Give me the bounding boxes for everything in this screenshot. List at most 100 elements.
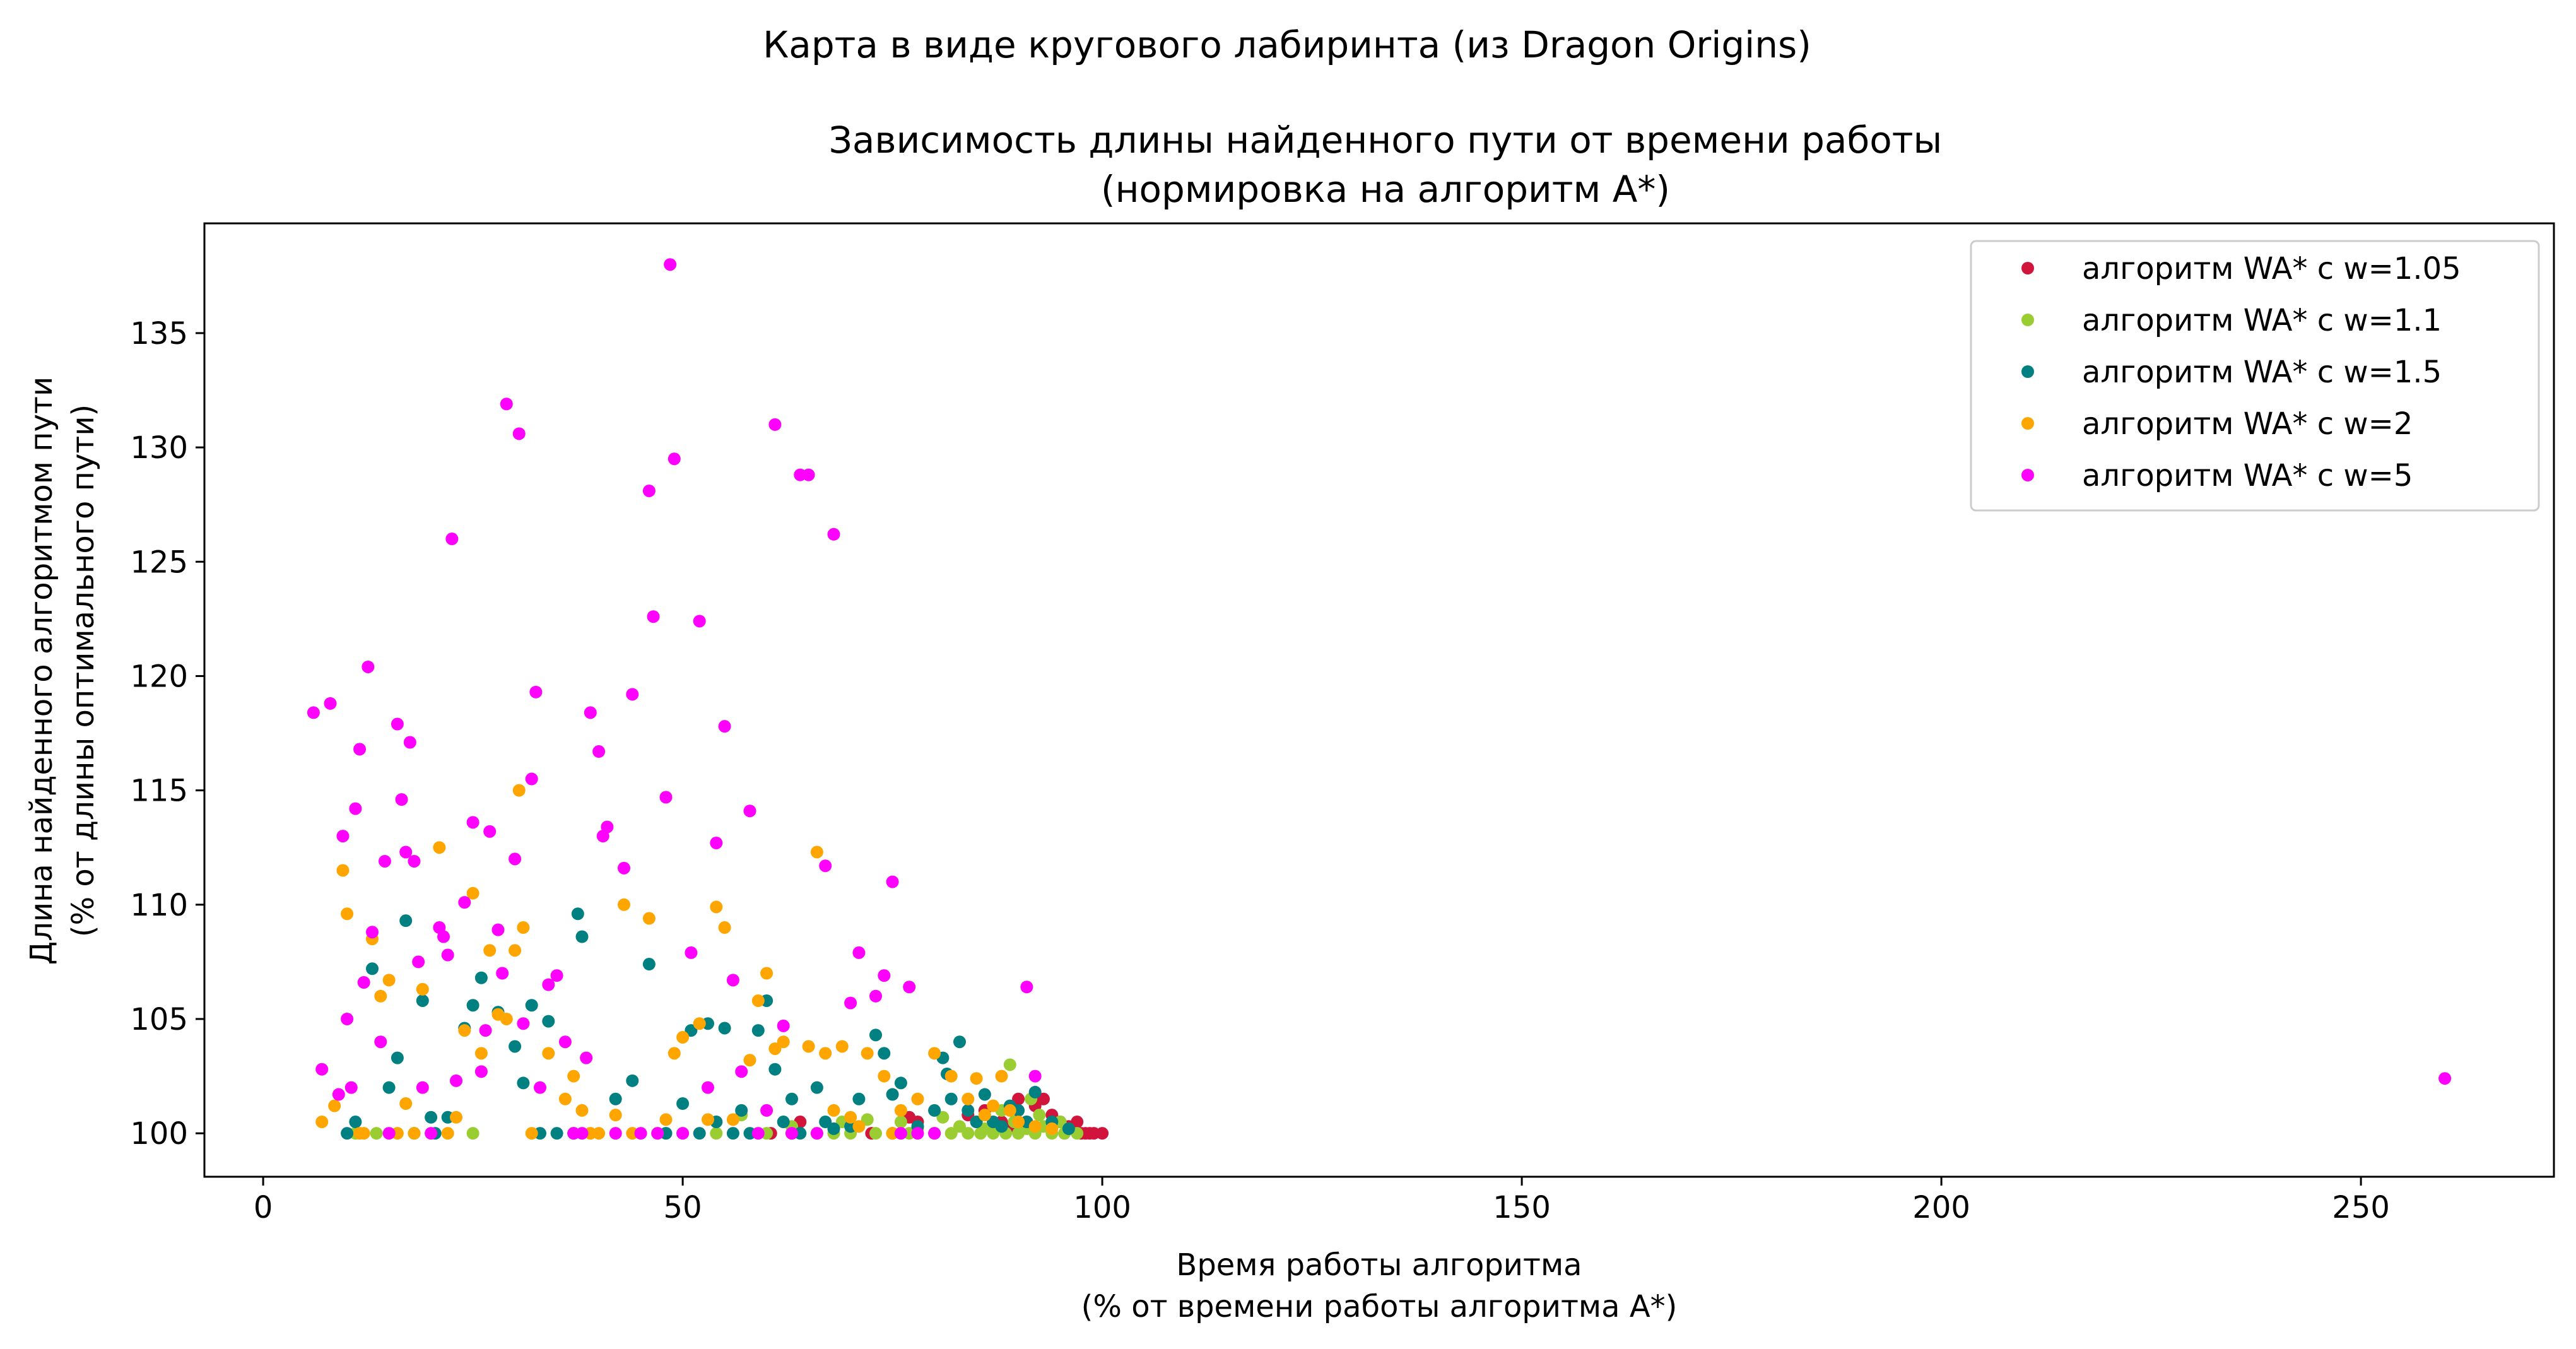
data-point [936, 1110, 950, 1124]
data-point [819, 1116, 832, 1129]
data-point [584, 706, 597, 719]
data-point [978, 1088, 991, 1101]
legend-label: алгоритм WA* с w=5 [2082, 458, 2413, 493]
data-point [1003, 1104, 1016, 1117]
data-point [659, 1113, 673, 1126]
data-point [609, 1127, 622, 1140]
data-point [395, 793, 408, 806]
data-point [1071, 1116, 1084, 1129]
y-tick-label: 120 [130, 659, 188, 694]
data-point [517, 921, 530, 934]
data-point [458, 1024, 471, 1037]
data-point [466, 887, 479, 900]
data-point [512, 784, 526, 797]
data-point [315, 1116, 329, 1129]
data-point [324, 697, 337, 710]
data-point [366, 926, 379, 939]
data-point [693, 615, 706, 628]
data-point [399, 914, 413, 928]
y-axis-label-line1: Длина найденного алгоритмом пути [24, 377, 59, 965]
data-point [634, 1127, 647, 1140]
data-point [374, 1035, 387, 1049]
data-point [835, 1040, 849, 1053]
data-point [517, 1017, 530, 1030]
legend-marker [2021, 262, 2034, 274]
y-tick-label: 135 [130, 316, 188, 351]
data-point [1012, 1116, 1025, 1129]
data-point [751, 1127, 765, 1140]
data-point [819, 859, 832, 873]
y-tick-label: 125 [130, 545, 188, 580]
data-point [391, 717, 404, 731]
data-point [878, 1069, 891, 1083]
data-point [819, 1047, 832, 1060]
data-point [1028, 1120, 1042, 1133]
data-point [450, 1074, 462, 1087]
data-point [743, 1054, 756, 1067]
data-point [894, 1104, 907, 1117]
data-point [760, 967, 773, 980]
data-point [399, 1097, 413, 1110]
data-point [474, 971, 488, 984]
data-point [382, 974, 396, 987]
data-point [777, 1116, 790, 1129]
data-point [525, 999, 538, 1012]
data-point [718, 1022, 731, 1035]
legend-box [1970, 240, 2540, 512]
data-point [869, 989, 882, 1003]
data-point [466, 999, 479, 1012]
data-point [827, 527, 840, 541]
data-point [685, 946, 698, 959]
data-point [970, 1116, 983, 1129]
data-point [861, 1047, 874, 1060]
data-point [676, 1097, 690, 1110]
data-point [433, 841, 446, 854]
data-point [437, 930, 450, 943]
scatter-points [307, 258, 2452, 1140]
data-point [861, 1113, 874, 1126]
data-point [474, 1047, 488, 1060]
legend-label: алгоритм WA* с w=1.05 [2082, 251, 2461, 286]
data-point [491, 923, 505, 936]
data-point [344, 1081, 358, 1094]
data-point [445, 533, 459, 546]
data-point [362, 660, 375, 673]
data-point [995, 1120, 1008, 1133]
data-point [726, 974, 739, 987]
data-point [751, 1024, 765, 1037]
data-point [844, 996, 857, 1010]
data-point [525, 1127, 538, 1140]
data-point [668, 452, 681, 466]
legend-marker [2021, 314, 2034, 326]
data-point [525, 772, 538, 786]
series-5 [307, 258, 2452, 1140]
data-point [894, 1116, 907, 1129]
data-point [685, 1024, 698, 1037]
data-point [2438, 1072, 2452, 1085]
data-point [886, 1088, 899, 1101]
data-point [802, 468, 815, 481]
data-point [370, 1127, 383, 1140]
data-point [416, 982, 429, 996]
data-point [693, 1127, 706, 1140]
y-axis-ticks: 100 105 110 115 120 125 130 135 [130, 316, 204, 1152]
data-point [550, 1127, 563, 1140]
data-point [987, 1127, 1000, 1140]
data-point [962, 1092, 975, 1105]
data-point [479, 1024, 492, 1037]
data-point [664, 258, 677, 271]
chart-title-line1: Зависимость длины найденного пути от вре… [829, 119, 1943, 162]
data-point [509, 852, 522, 866]
data-point [483, 825, 497, 838]
data-point [391, 1051, 404, 1064]
data-point [726, 1127, 739, 1140]
data-point [517, 1076, 530, 1090]
data-point [575, 1127, 589, 1140]
data-point [357, 1127, 370, 1140]
data-point [382, 1081, 396, 1094]
data-point [642, 912, 656, 925]
data-point [483, 944, 497, 957]
data-point [542, 978, 555, 991]
data-point [647, 610, 660, 623]
data-point [810, 1081, 823, 1094]
